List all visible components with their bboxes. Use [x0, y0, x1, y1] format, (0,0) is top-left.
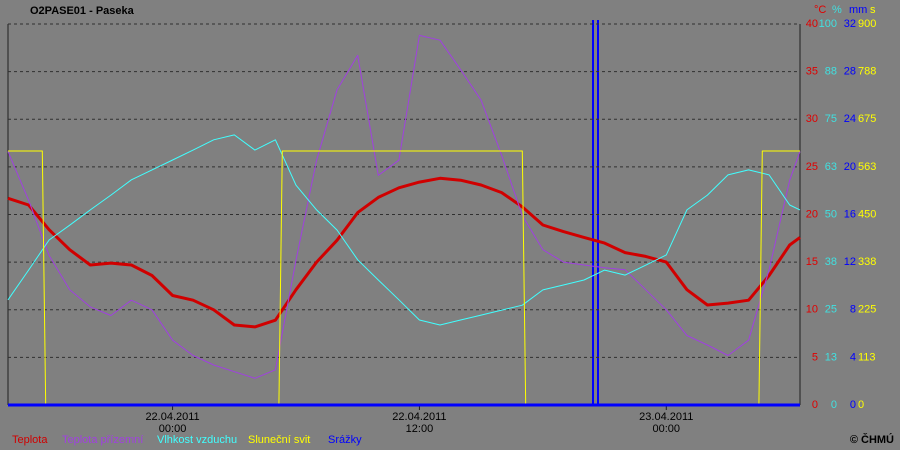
- x-tick-label: 23.04.2011 00:00: [639, 411, 693, 435]
- y-tick-label: 8: [850, 304, 856, 316]
- y-tick-label: 25: [825, 304, 837, 316]
- y-tick-label: 10: [806, 304, 818, 316]
- y-tick-label: 5: [812, 351, 818, 363]
- y-tick-label: 20: [844, 161, 856, 173]
- x-tick-label: 22.04.2011 00:00: [145, 411, 199, 435]
- y-tick-label: 25: [806, 161, 818, 173]
- legend-label: Teplota: [12, 434, 48, 446]
- y-tick-label: 338: [858, 256, 876, 268]
- y-tick-label: 0: [858, 399, 864, 411]
- y-tick-label: 563: [858, 161, 876, 173]
- y-tick-label: 450: [858, 208, 876, 220]
- y-tick-label: 30: [806, 113, 818, 125]
- y-tick-label: 675: [858, 113, 876, 125]
- y-tick-label: 63: [825, 161, 837, 173]
- axis-unit: °C: [814, 4, 826, 16]
- legend-label: Teplota přízemní: [62, 434, 143, 446]
- y-tick-label: 28: [844, 66, 856, 78]
- legend-label: Vlhkost vzduchu: [157, 434, 237, 446]
- series-line: [8, 150, 800, 406]
- axis-unit: mm: [849, 4, 867, 16]
- y-tick-label: 75: [825, 113, 837, 125]
- y-tick-label: 0: [850, 399, 856, 411]
- axis-unit: %: [832, 4, 842, 16]
- y-tick-label: 4: [850, 351, 856, 363]
- y-tick-label: 88: [825, 66, 837, 78]
- y-tick-label: 225: [858, 304, 876, 316]
- series-line: [7, 176, 801, 329]
- chart-title: O2PASE01 - Paseka: [30, 5, 135, 17]
- y-tick-label: 24: [844, 113, 856, 125]
- y-tick-label: 788: [858, 66, 876, 78]
- axis-unit: s: [870, 4, 876, 16]
- legend-label: Srážky: [328, 434, 362, 446]
- y-tick-label: 0: [812, 399, 818, 411]
- y-tick-label: 38: [825, 256, 837, 268]
- y-tick-label: 35: [806, 66, 818, 78]
- y-tick-label: 16: [844, 208, 856, 220]
- y-tick-label: 0: [831, 399, 837, 411]
- x-tick-label: 22.04.2011 12:00: [392, 411, 446, 435]
- y-tick-label: 15: [806, 256, 818, 268]
- y-tick-label: 900: [858, 18, 876, 30]
- y-tick-label: 32: [844, 18, 856, 30]
- y-tick-label: 40: [806, 18, 818, 30]
- y-tick-label: 100: [819, 18, 837, 30]
- y-tick-label: 113: [858, 351, 876, 363]
- series-line: [7, 34, 801, 379]
- y-tick-label: 12: [844, 256, 856, 268]
- y-tick-label: 20: [806, 208, 818, 220]
- series-line: [7, 134, 801, 326]
- legend-label: Sluneční svit: [248, 434, 310, 446]
- y-tick-label: 13: [825, 351, 837, 363]
- y-tick-label: 50: [825, 208, 837, 220]
- copyright: © ČHMÚ: [850, 433, 894, 446]
